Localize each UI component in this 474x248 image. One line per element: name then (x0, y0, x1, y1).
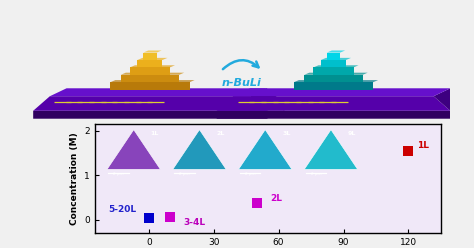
Polygon shape (110, 82, 190, 90)
Polygon shape (304, 75, 363, 82)
Point (167, 215, 174, 219)
Polygon shape (233, 88, 450, 96)
Text: n-BuLi: n-BuLi (222, 78, 262, 88)
Text: 2L: 2L (270, 194, 282, 203)
Polygon shape (217, 96, 450, 111)
Polygon shape (434, 88, 467, 111)
Polygon shape (267, 103, 296, 119)
Text: 5-20L: 5-20L (108, 205, 136, 214)
Polygon shape (137, 60, 163, 67)
Polygon shape (33, 111, 283, 119)
Polygon shape (110, 80, 195, 82)
Polygon shape (143, 53, 156, 60)
Polygon shape (327, 50, 345, 53)
Polygon shape (327, 53, 340, 60)
Polygon shape (294, 82, 373, 90)
Point (405, 149, 412, 153)
Y-axis label: Concentration (M): Concentration (M) (70, 132, 79, 225)
Polygon shape (450, 103, 474, 119)
Polygon shape (313, 65, 358, 67)
Polygon shape (50, 88, 267, 96)
Polygon shape (137, 58, 167, 60)
Text: 1L: 1L (417, 141, 429, 150)
Polygon shape (321, 58, 351, 60)
Polygon shape (313, 67, 354, 75)
Polygon shape (121, 73, 184, 75)
Polygon shape (33, 96, 267, 111)
Polygon shape (143, 50, 162, 53)
Polygon shape (294, 80, 378, 82)
Polygon shape (321, 60, 346, 67)
Polygon shape (130, 65, 175, 67)
Polygon shape (217, 111, 467, 119)
Point (145, 216, 153, 219)
Polygon shape (250, 88, 283, 111)
Polygon shape (121, 75, 179, 82)
Polygon shape (304, 73, 368, 75)
Polygon shape (130, 67, 170, 75)
Point (253, 201, 261, 205)
Text: 3-4L: 3-4L (183, 218, 206, 227)
